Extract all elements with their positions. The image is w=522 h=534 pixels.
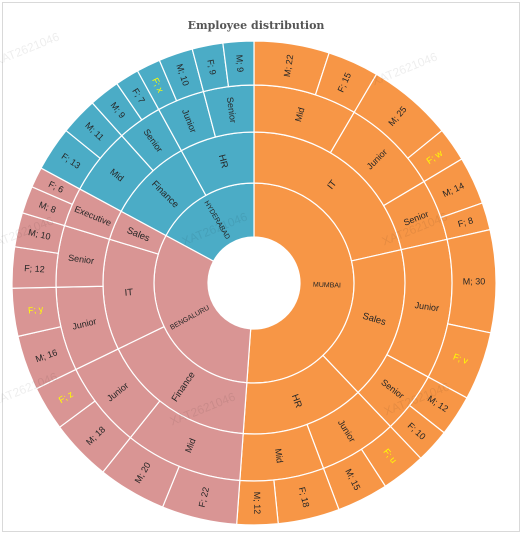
label-mumbai-hr-2-mid-1: Mid bbox=[273, 448, 285, 464]
label-mumbai-sales-1-junior-0: Junior bbox=[414, 300, 440, 313]
label-mumbai-hr-2: HR bbox=[289, 393, 304, 410]
label-mumbai-hr-2-mid-1-f-18-0: F; 18 bbox=[297, 486, 311, 508]
label-mumbai-sales-1-junior-0-m-30-0: M; 30 bbox=[463, 276, 486, 286]
label-mumbai-sales-1-junior-0-f-v-1: F; v bbox=[452, 351, 470, 366]
label-mumbai-it-0-mid-0-m-22-0: M; 22 bbox=[282, 54, 295, 78]
label-bengaluru-finance-0-mid-0-f-22-0: F; 22 bbox=[197, 486, 211, 508]
outer-ring bbox=[11, 40, 497, 526]
label-bengaluru-it-1-senior-1-f-12-0: F; 12 bbox=[24, 263, 45, 274]
label-mumbai-it-0-mid-0: Mid bbox=[293, 106, 306, 123]
label-bengaluru-it-1: IT bbox=[124, 287, 133, 299]
label-bengaluru-it-1-junior-0-f-y-1: F; y bbox=[28, 304, 45, 316]
label-mumbai: MUMBAI bbox=[313, 282, 341, 290]
label-bengaluru-it-1-senior-1: Senior bbox=[68, 253, 95, 266]
label-hyderabad-hr-1: HR bbox=[216, 153, 230, 169]
label-bengaluru-finance-0-mid-0: Mid bbox=[183, 437, 198, 454]
label-hyderabad-hr-1-senior-1-m-9-1: M; 9 bbox=[234, 54, 245, 72]
chart-title: Employee distribution bbox=[187, 19, 325, 32]
label-bengaluru-it-1-senior-1-m-10-1: M; 10 bbox=[27, 227, 51, 242]
segment-hyderabad-hr-1-senior-1-m-9-1 bbox=[222, 40, 255, 88]
label-mumbai-it-0-senior-2-f-8-1: F; 8 bbox=[457, 215, 475, 229]
label-hyderabad-hr-1-senior-1-f-9-0: F; 9 bbox=[205, 59, 218, 76]
label-mumbai-hr-2-mid-1-m-12-1: M; 12 bbox=[252, 492, 262, 515]
label-hyderabad-hr-1-senior-1: Senior bbox=[225, 96, 238, 123]
